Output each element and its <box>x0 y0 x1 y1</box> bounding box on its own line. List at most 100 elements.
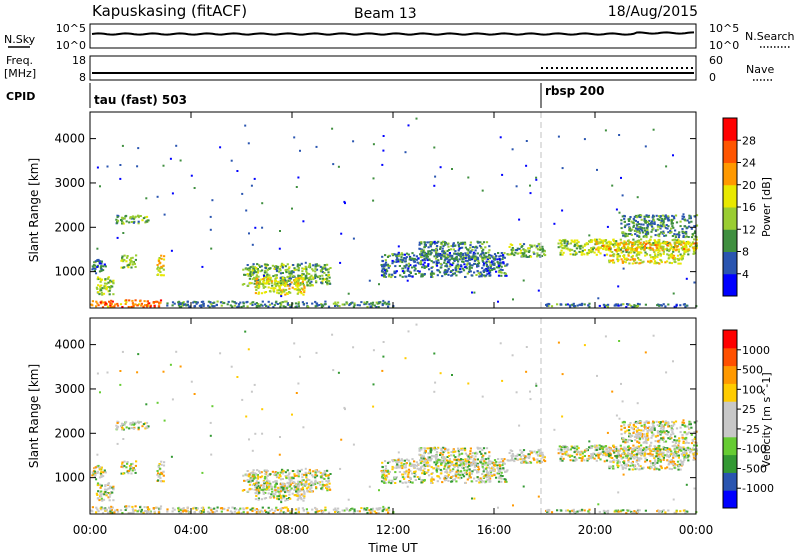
power-cell <box>479 255 482 258</box>
velocity-cell <box>387 460 390 463</box>
power-cell <box>279 289 282 292</box>
power-cell <box>134 303 137 306</box>
power-cell <box>278 270 281 273</box>
power-cell <box>575 242 579 245</box>
velocity-cell <box>425 471 428 474</box>
velocity-cell <box>399 466 402 469</box>
power-cell <box>522 255 525 258</box>
velocity-cell <box>130 422 133 425</box>
power-cell <box>474 246 477 249</box>
velocity-cell <box>489 467 492 470</box>
velocity-cell <box>485 471 489 473</box>
power-cell <box>145 215 149 218</box>
power-cell <box>128 299 131 302</box>
power-cell <box>325 274 328 277</box>
velocity-cell <box>532 457 535 460</box>
power-cell <box>535 178 538 181</box>
velocity-cell <box>639 457 642 460</box>
power-cell <box>624 261 627 264</box>
velocity-cell <box>423 467 426 470</box>
power-cell <box>99 185 101 188</box>
power-cell <box>268 290 272 293</box>
power-cell <box>254 279 257 282</box>
velocity-cell <box>279 496 282 499</box>
power-cell <box>662 252 665 255</box>
power-cell <box>454 266 457 269</box>
power-cell <box>250 184 253 187</box>
velocity-cell <box>462 447 465 450</box>
power-cell <box>638 253 641 256</box>
velocity-cell <box>504 480 507 483</box>
velocity-cell <box>125 426 128 429</box>
power-cell <box>682 303 685 306</box>
power-cell <box>640 238 643 241</box>
power-cell <box>464 252 467 255</box>
power-cell <box>145 305 148 308</box>
power-cell <box>624 224 627 227</box>
power-cell <box>280 301 283 304</box>
velocity-cell <box>437 459 440 461</box>
date-title: 18/Aug/2015 <box>608 4 698 20</box>
power-cell <box>585 242 588 245</box>
power-cell <box>163 255 166 258</box>
power-cell <box>186 303 189 306</box>
power-cell <box>100 268 103 271</box>
velocity-cell <box>378 508 381 511</box>
power-cell <box>632 224 635 227</box>
power-cell <box>278 247 281 250</box>
power-cell <box>282 263 285 266</box>
velocity-cell <box>126 470 129 473</box>
power-cell <box>598 304 601 307</box>
velocity-cell <box>163 461 166 464</box>
velocity-cell <box>296 498 299 501</box>
velocity-cell <box>466 478 469 481</box>
power-cell <box>263 279 266 282</box>
power-cell <box>475 274 478 276</box>
velocity-cell <box>123 464 126 467</box>
power-cell <box>486 257 489 260</box>
velocity-cell <box>426 458 429 461</box>
power-cell <box>211 199 214 202</box>
velocity-cell <box>503 458 506 461</box>
power-cell <box>99 280 102 283</box>
power-cell <box>102 292 106 295</box>
power-cell <box>684 251 687 253</box>
power-cell <box>662 221 665 224</box>
power-cell <box>120 259 123 262</box>
velocity-cell <box>440 461 443 464</box>
velocity-cell <box>434 454 437 457</box>
velocity-cell <box>464 458 467 461</box>
velocity-cell <box>249 478 252 481</box>
velocity-cell <box>446 463 449 466</box>
power-cell <box>456 263 459 266</box>
velocity-cell <box>318 510 321 512</box>
power-cell <box>394 253 397 256</box>
velocity-cell <box>371 509 374 512</box>
velocity-cell <box>464 482 467 484</box>
power-cell <box>266 273 269 276</box>
velocity-cell <box>158 508 161 511</box>
velocity-cell <box>213 507 216 510</box>
velocity-cell <box>465 471 468 474</box>
power-cell <box>161 266 164 269</box>
velocity-cell <box>131 462 134 465</box>
power-cell <box>411 266 414 269</box>
power-cell <box>304 265 307 268</box>
power-cell <box>274 268 278 271</box>
power-cell <box>382 275 385 277</box>
power-cell <box>441 247 444 250</box>
power-cell <box>478 244 482 247</box>
power-cell <box>487 251 490 254</box>
power-cell <box>108 293 111 296</box>
velocity-cell <box>274 489 277 492</box>
power-cell <box>654 244 657 247</box>
power-cell <box>296 292 299 295</box>
power-cell <box>620 241 623 244</box>
power-cell <box>247 274 250 277</box>
velocity-cell <box>134 471 137 474</box>
power-cell <box>429 253 432 256</box>
power-cell <box>433 184 436 187</box>
velocity-cell <box>248 483 251 486</box>
velocity-cell <box>437 465 440 468</box>
